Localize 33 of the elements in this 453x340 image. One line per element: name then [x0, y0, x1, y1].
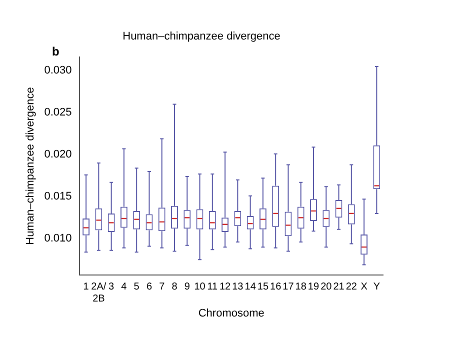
chart-title: Human–chimpanzee divergence	[122, 30, 280, 43]
x-tick-label: 21	[333, 282, 345, 293]
x-tick-label: 8	[172, 282, 178, 293]
x-tick-label: 14	[244, 282, 256, 293]
x-tick-label: 18	[295, 282, 307, 293]
x-tick-label: 9	[184, 282, 190, 293]
text: b	[52, 44, 60, 58]
x-tick-label: 5	[134, 282, 140, 293]
y-tick-label: 0.010	[44, 232, 72, 245]
y-tick-label: 0.015	[44, 190, 72, 203]
y-tick-label: 0.020	[44, 148, 72, 161]
y-tick-label: 0.025	[44, 106, 72, 119]
x-tick-label: X	[360, 282, 368, 293]
y-axis-title: Human–chimpanzee divergence	[24, 87, 37, 245]
x-tick-label: 10	[194, 282, 206, 293]
x-tick-label: 16	[270, 282, 282, 293]
x-tick-label: 22	[346, 282, 358, 293]
x-tick-label: 13	[232, 282, 244, 293]
x-tick-label: Y	[373, 282, 380, 293]
x-tick-label: 1	[83, 282, 90, 293]
x-tick-label: 7	[159, 282, 166, 293]
x-tick-label: 19	[308, 282, 320, 293]
y-tick-label: 0.030	[44, 64, 72, 77]
x-tick-label: 4	[121, 282, 128, 293]
x-tick-label: 2A/2B	[91, 282, 106, 305]
x-axis-title: Chromosome	[198, 307, 264, 320]
x-tick-label: 11	[207, 282, 218, 293]
x-tick-label: 3	[108, 282, 115, 293]
x-tick-label: 12	[219, 282, 232, 293]
x-tick-label: 20	[320, 282, 332, 293]
x-tick-label: 17	[282, 282, 294, 293]
x-tick-label: 6	[146, 282, 152, 293]
x-tick-label: 15	[257, 282, 269, 293]
